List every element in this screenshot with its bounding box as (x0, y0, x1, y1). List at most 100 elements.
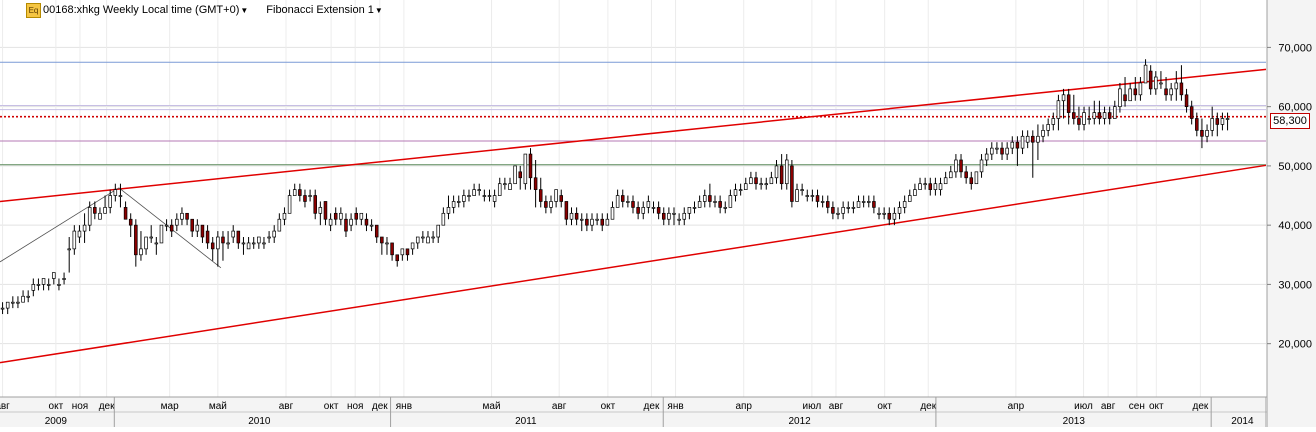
candle-body (456, 201, 461, 203)
month-tick-label: май (483, 401, 501, 412)
candle-body (236, 230, 241, 244)
candle-body (800, 189, 804, 191)
candle-body (718, 201, 722, 208)
y-tick-label: 40,000 (1278, 220, 1312, 232)
candle-body (210, 242, 215, 250)
candle-body (1092, 112, 1097, 119)
month-tick-label: дек (99, 401, 115, 412)
candle-body (333, 212, 338, 220)
candle-body (451, 201, 456, 208)
candle-body (656, 207, 661, 214)
candle-body (836, 212, 840, 215)
candle-body (995, 147, 999, 150)
candle-body (415, 236, 420, 244)
candle-body (298, 189, 302, 196)
month-tick-label: сен (1129, 401, 1145, 412)
year-label: 2009 (45, 416, 68, 427)
candle-body (1077, 118, 1081, 125)
chart-header: Eq 00168:xhkg Weekly Local time (GMT+0) … (26, 2, 383, 18)
candle-body (123, 207, 128, 220)
candle-body (856, 201, 861, 208)
candle-body (364, 218, 369, 226)
candle-body (764, 183, 769, 186)
candle-body (610, 207, 615, 220)
month-tick-label: окт (49, 401, 64, 412)
candle-body (569, 212, 574, 220)
candle-body (16, 301, 20, 304)
chevron-down-icon[interactable]: ▼ (374, 5, 383, 15)
candle-body (867, 201, 871, 203)
candle-body (949, 171, 953, 179)
candle-body (1113, 106, 1117, 119)
candle-body (5, 301, 10, 309)
candle-body (738, 189, 743, 191)
candle-body (11, 301, 15, 304)
candle-body (728, 195, 733, 208)
candle-body (841, 207, 845, 214)
candle-body (1020, 135, 1025, 149)
candle-body (533, 177, 538, 190)
candle-body (52, 272, 56, 279)
candle-body (969, 177, 974, 185)
candle-body (518, 171, 522, 179)
candle-body (395, 254, 399, 262)
candle-body (231, 230, 235, 238)
candle-body (62, 278, 66, 280)
candle-body (513, 165, 517, 185)
candle-body (902, 201, 907, 208)
candle-body (1066, 94, 1071, 113)
candle-body (472, 189, 476, 196)
candle-body (882, 212, 886, 215)
candle-body (1138, 82, 1143, 96)
candle-body (344, 218, 348, 232)
study-name[interactable]: Fibonacci Extension 1 (266, 4, 374, 16)
candle-body (600, 218, 605, 226)
candle-body (385, 242, 389, 245)
candle-body (897, 207, 902, 214)
candle-body (323, 201, 328, 220)
candle-body (749, 177, 753, 185)
candle-body (1179, 82, 1184, 96)
candle-body (805, 195, 810, 197)
candle-body (251, 242, 256, 245)
candle-body (257, 236, 261, 244)
candle-body (1200, 130, 1204, 137)
candle-body (421, 236, 425, 239)
candle-body (441, 212, 446, 226)
fibonacci-extension-line (118, 187, 222, 269)
candle-body (1220, 118, 1225, 125)
candle-body (277, 218, 282, 232)
candle-body (1159, 82, 1163, 85)
candle-body (477, 189, 481, 191)
candle-body (574, 212, 579, 220)
candle-body (723, 207, 728, 209)
candle-body (590, 218, 594, 226)
candle-body (467, 195, 471, 197)
chevron-down-icon[interactable]: ▼ (240, 5, 249, 15)
month-tick-label: авг (829, 401, 844, 412)
year-label: 2012 (788, 416, 811, 427)
candle-body (1031, 135, 1035, 143)
equity-icon[interactable]: Eq (26, 2, 41, 18)
candle-body (226, 242, 230, 245)
candle-body (1174, 82, 1179, 90)
candle-body (754, 177, 758, 185)
candle-body (1056, 100, 1061, 119)
candle-body (810, 195, 815, 197)
candle-body (31, 284, 36, 291)
candle-body (651, 207, 656, 209)
y-tick-label: 50,000 (1278, 161, 1312, 173)
candle-body (292, 189, 297, 196)
candle-body (205, 230, 210, 244)
candle-body (139, 248, 143, 256)
candle-body (287, 195, 292, 214)
candle-body (1128, 88, 1132, 102)
symbol-title[interactable]: 00168:xhkg Weekly Local time (GMT+0) (43, 4, 240, 16)
month-tick-label: авг (1101, 401, 1116, 412)
candle-body (605, 218, 610, 226)
candle-body (1123, 94, 1127, 102)
last-price-label: 58,300 (1270, 113, 1310, 129)
candle-body (328, 218, 333, 226)
candle-body (159, 224, 164, 244)
